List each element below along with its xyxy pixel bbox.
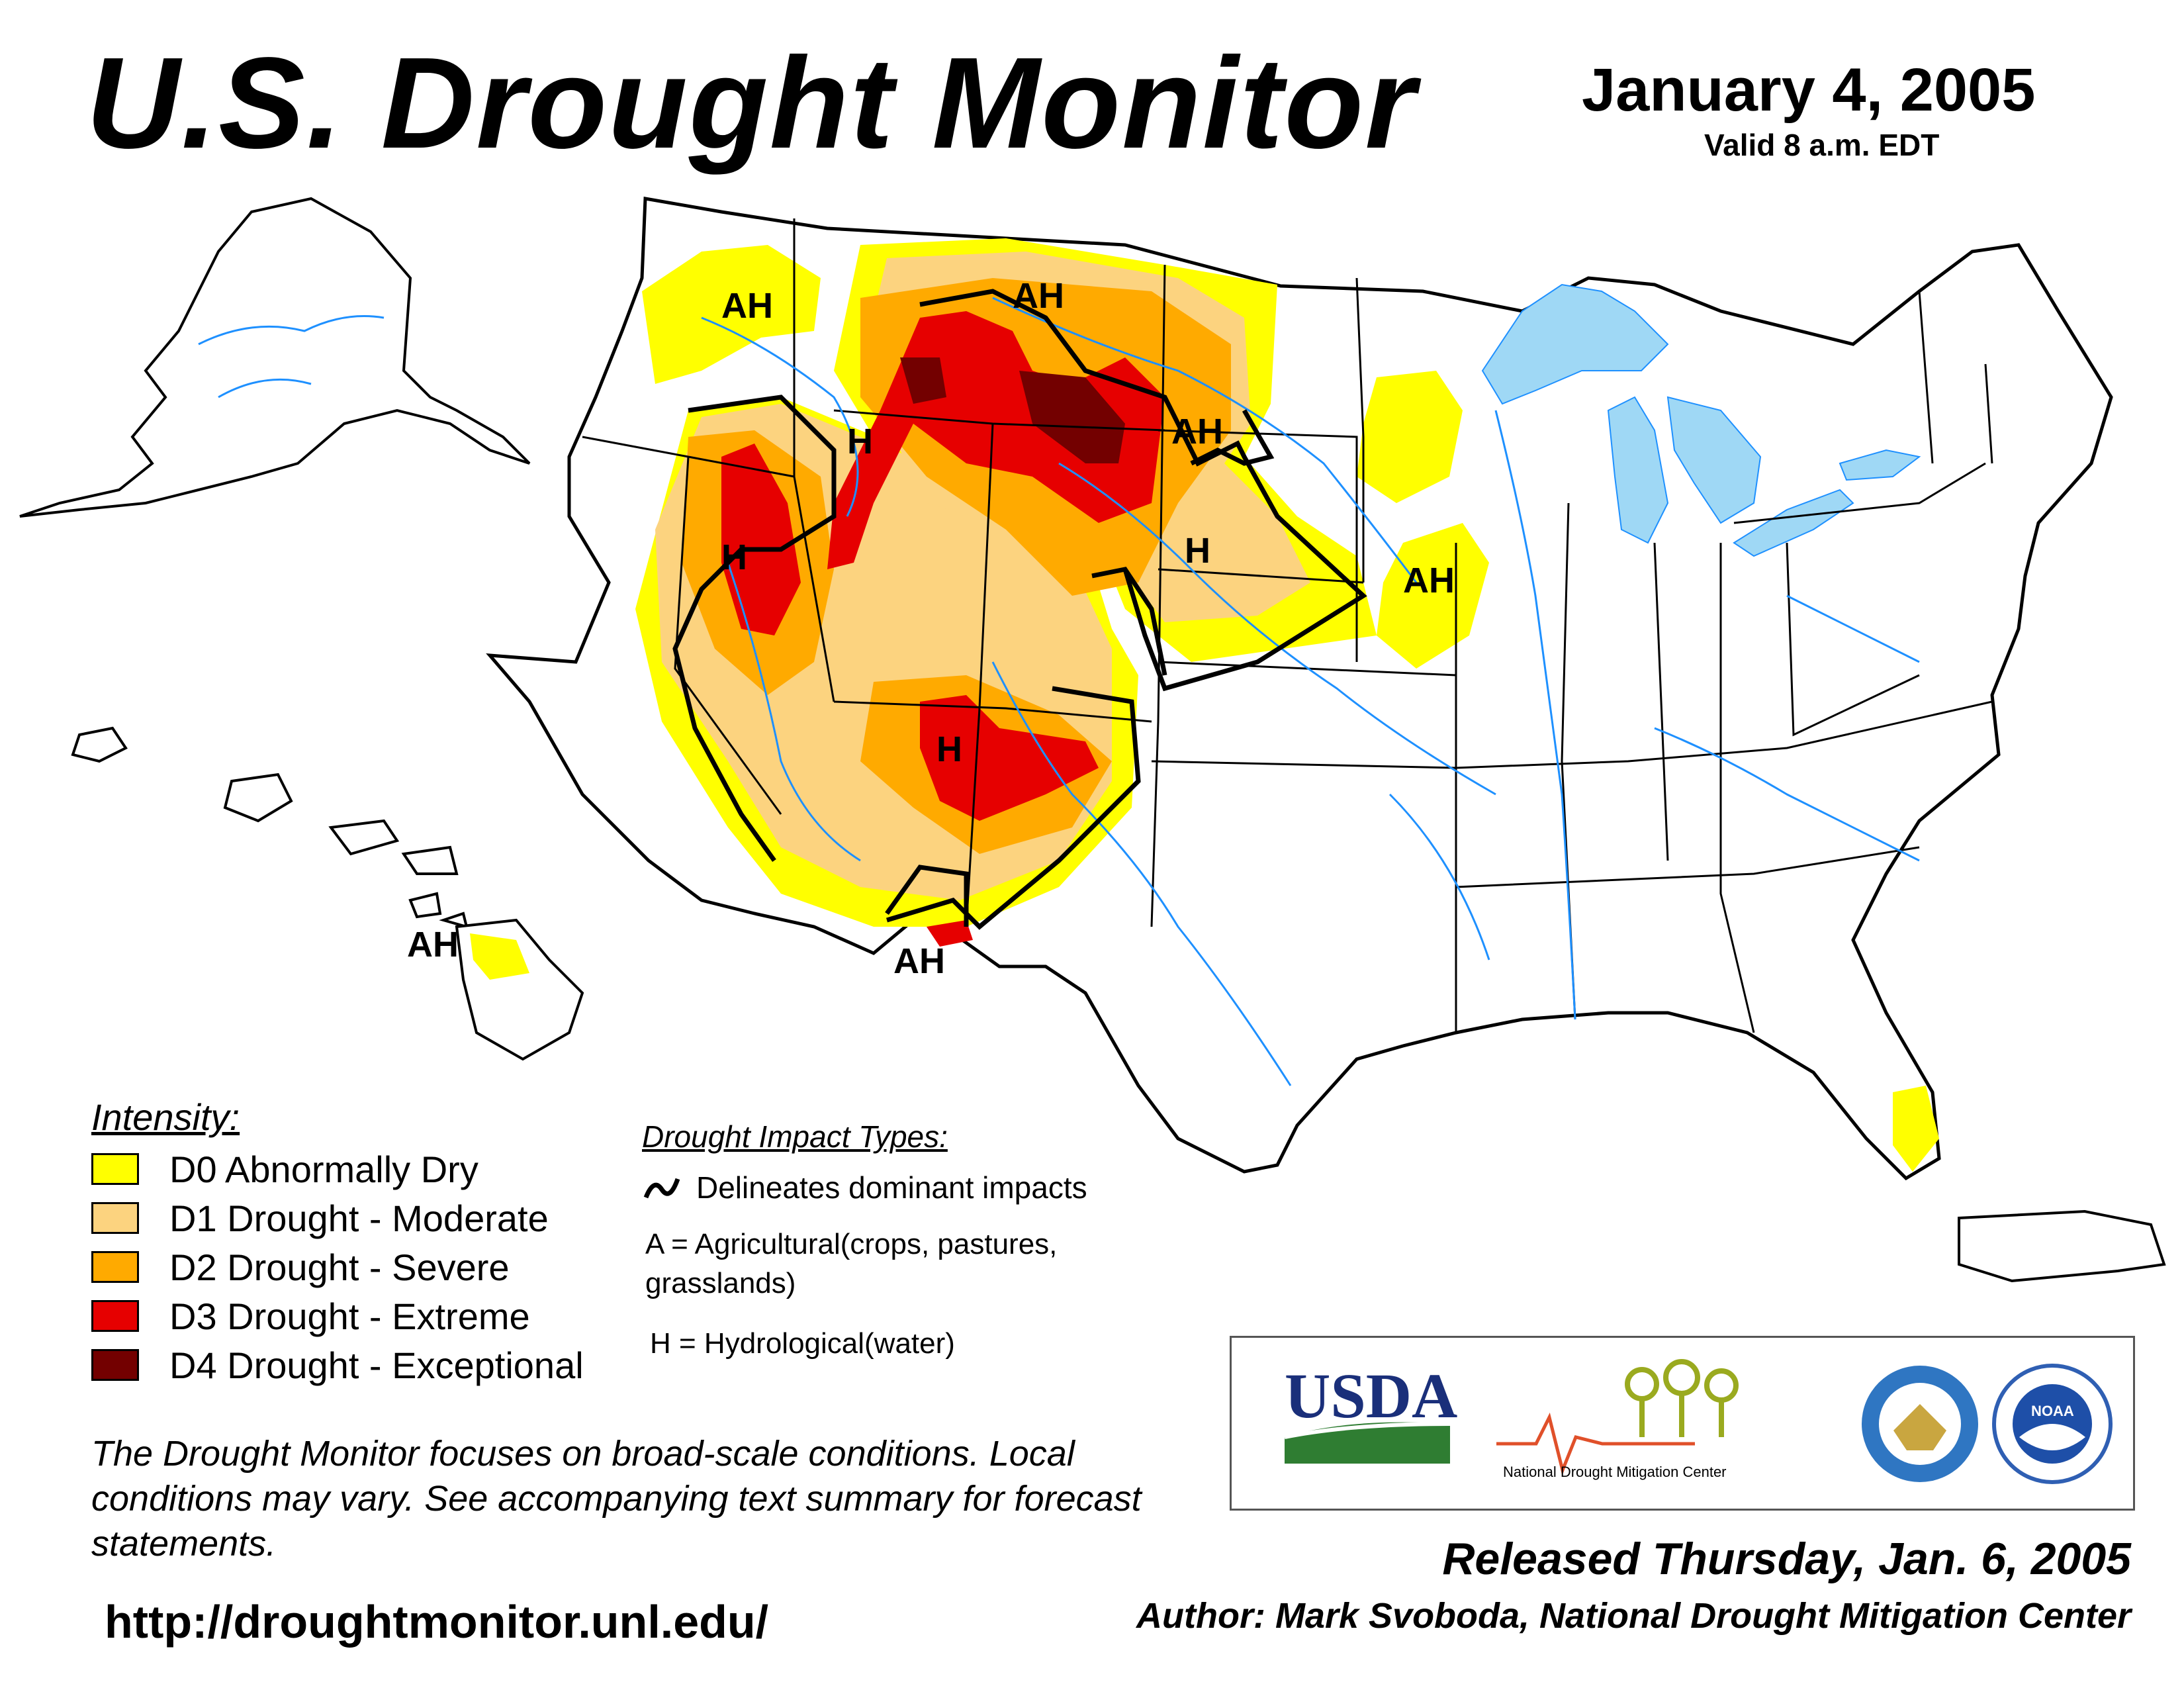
impact-label-iowa: AH xyxy=(1403,561,1455,600)
impact-line-legend: Delineates dominant impacts xyxy=(642,1170,1087,1205)
department-of-commerce-seal-icon xyxy=(1862,1366,1978,1482)
legend-item-d3: D3 Drought - Extreme xyxy=(91,1295,530,1337)
d4-idaho-area xyxy=(900,357,946,404)
legend-item-d1: D1 Drought - Moderate xyxy=(91,1197,549,1239)
release-date: Released Thursday, Jan. 6, 2005 xyxy=(1442,1534,2131,1584)
legend-item-d0: D0 Abnormally Dry xyxy=(91,1148,478,1190)
impact-boundaries xyxy=(672,289,1367,930)
svg-text:USDA: USDA xyxy=(1285,1360,1457,1431)
noaa-logo: NOAA xyxy=(1992,1364,2113,1484)
usda-logo: USDA xyxy=(1284,1360,1457,1464)
impact-line-label: Delineates dominant impacts xyxy=(696,1170,1087,1205)
impact-line-dakotas xyxy=(1190,409,1275,466)
impact-agricultural-text: A = Agricultural(crops, pastures, grassl… xyxy=(645,1228,1058,1300)
d3-arizona-area xyxy=(920,695,1099,821)
lake-erie xyxy=(1733,489,1854,557)
great-lakes xyxy=(1481,283,1921,557)
page-title: U.S. Drought Monitor xyxy=(86,30,1417,175)
website-link[interactable]: http://droughtmonitor.unl.edu/ xyxy=(105,1596,769,1648)
impact-labels: AH AH H AH H AH H H AH AH xyxy=(407,276,1455,981)
svg-text:National Drought Mitigation Ce: National Drought Mitigation Center xyxy=(1503,1464,1727,1480)
d0-pnw-area xyxy=(642,245,821,384)
impact-label-south-dakota: AH xyxy=(1171,412,1223,451)
legend-item-d4: D4 Drought - Exceptional xyxy=(91,1344,584,1386)
legend-label-d0: D0 Abnormally Dry xyxy=(169,1148,478,1190)
partner-logos: USDA National Drought Mitigation Center … xyxy=(1230,1336,2135,1511)
legend-swatch-d2 xyxy=(91,1251,139,1283)
legend-swatch-d4 xyxy=(91,1349,139,1381)
svg-text:NOAA: NOAA xyxy=(2031,1403,2074,1419)
d3-border-area xyxy=(927,920,973,947)
legend-item-d2: D2 Drought - Severe xyxy=(91,1246,510,1288)
lake-superior xyxy=(1481,283,1669,405)
legend-label-d1: D1 Drought - Moderate xyxy=(169,1197,549,1239)
ndmc-logo: National Drought Mitigation Center xyxy=(1496,1359,1739,1480)
legend-swatch-d1 xyxy=(91,1202,139,1234)
lake-ontario xyxy=(1839,449,1921,481)
rivers xyxy=(701,297,1920,1086)
legend-title: Intensity: xyxy=(91,1096,240,1138)
hawaii-d0-area xyxy=(470,933,529,980)
hawaii-islands xyxy=(71,726,584,1061)
impact-label-montana: AH xyxy=(1013,276,1064,316)
puerto-rico-outline xyxy=(1958,1209,2166,1283)
impact-label-arizona: H xyxy=(936,729,962,769)
legend-swatch-d3 xyxy=(91,1300,139,1332)
impact-line-wyoming xyxy=(1091,567,1167,676)
impact-label-nm-border: AH xyxy=(893,941,945,981)
legend-label-d3: D3 Drought - Extreme xyxy=(169,1295,530,1337)
impact-label-nebraska: H xyxy=(1185,531,1210,571)
alaska-rivers xyxy=(198,315,385,399)
partner-logos-graphic: USDA National Drought Mitigation Center … xyxy=(1284,1359,2113,1484)
impact-line-southwest xyxy=(886,686,1141,930)
d3-nevada-area xyxy=(721,444,801,635)
impact-line-west xyxy=(672,395,837,863)
drought-areas xyxy=(635,238,1939,1172)
legend-label-d4: D4 Drought - Exceptional xyxy=(169,1344,584,1386)
d0-iowa-area xyxy=(1377,523,1489,669)
d4-montana-area xyxy=(1019,371,1125,463)
impact-types-title: Drought Impact Types: xyxy=(642,1119,948,1154)
impact-line-nm-border xyxy=(885,865,969,927)
legend-swatch-d0 xyxy=(91,1153,139,1185)
impact-hydrological-text: H = Hydrological(water) xyxy=(650,1327,955,1360)
impact-line-montana xyxy=(919,289,1367,692)
legend-label-d2: D2 Drought - Severe xyxy=(169,1246,510,1288)
alaska-outline xyxy=(19,197,531,518)
impact-label-nevada: H xyxy=(721,538,747,577)
map-date: January 4, 2005 xyxy=(1582,56,2036,124)
disclaimer-text: The Drought Monitor focuses on broad-sca… xyxy=(91,1434,1142,1564)
boundary-line-icon xyxy=(643,1178,680,1199)
lake-huron xyxy=(1666,396,1762,524)
impact-label-hawaii: AH xyxy=(407,925,459,964)
impact-label-pnw: AH xyxy=(721,286,773,326)
tree-icon xyxy=(1625,1359,1739,1437)
impact-label-idaho: H xyxy=(847,422,873,461)
lake-michigan xyxy=(1607,396,1669,544)
valid-time: Valid 8 a.m. EDT xyxy=(1704,128,1940,162)
d0-minnesota-area xyxy=(1357,371,1463,503)
d0-florida-area xyxy=(1893,1086,1939,1172)
author-credit: Author: Mark Svoboda, National Drought M… xyxy=(1136,1596,2131,1636)
